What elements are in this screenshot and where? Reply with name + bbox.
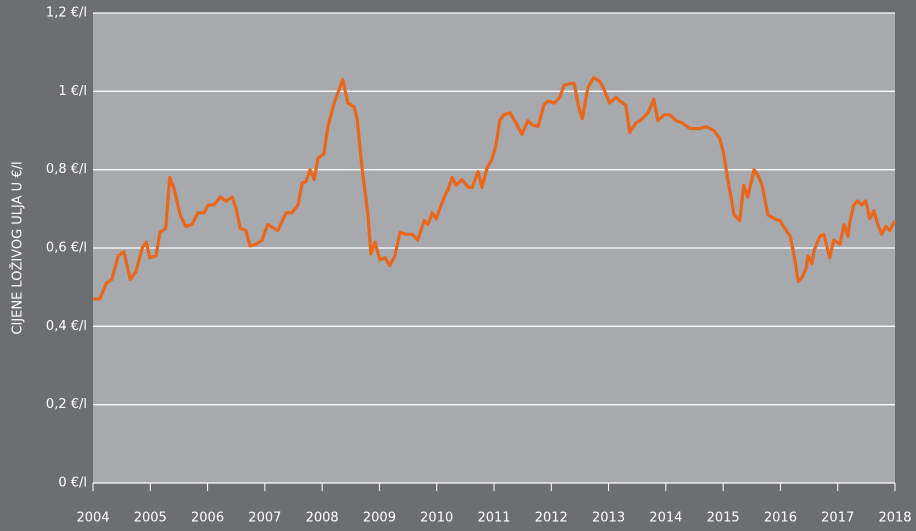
x-tick-label: 2004 [76,511,109,526]
x-tick-label: 2016 [764,511,797,526]
x-tick-label: 2011 [477,511,510,526]
y-tick-label: 0,8 €/l [46,162,87,177]
x-tick-label: 2006 [191,511,224,526]
y-tick-label: 0,4 €/l [46,319,87,334]
x-tick-label: 2009 [363,511,396,526]
y-axis-label: CIJENE LOŽIVOG ULJA U €/l [10,161,26,334]
x-tick-label: 2015 [707,511,740,526]
x-tick-label: 2014 [649,511,682,526]
y-tick-label: 0,6 €/l [46,241,87,256]
x-tick-label: 2007 [248,511,281,526]
y-tick-label: 0 €/l [58,476,87,491]
y-tick-label: 1 €/l [58,84,87,99]
x-tick-label: 2018 [878,511,911,526]
data-line [93,76,897,301]
x-tick-label: 2005 [134,511,167,526]
x-tick-label: 2017 [821,511,854,526]
x-tick-label: 2008 [306,511,339,526]
x-tick-label: 2012 [535,511,568,526]
x-tick-label: 2013 [592,511,625,526]
x-tick-label: 2010 [420,511,453,526]
y-tick-label: 0,2 €/l [46,397,87,412]
y-tick-label: 1,2 €/l [46,6,87,21]
